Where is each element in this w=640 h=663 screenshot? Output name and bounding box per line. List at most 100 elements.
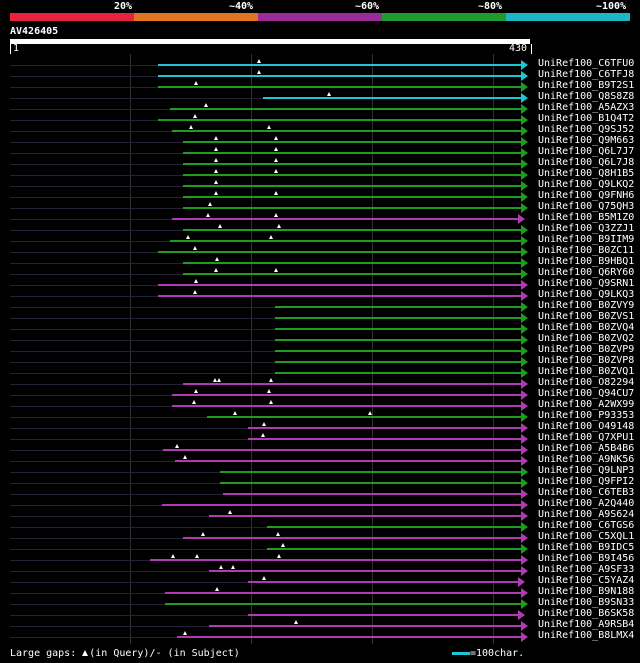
hit-alignment-bar[interactable] (183, 174, 522, 176)
hit-alignment-bar[interactable] (209, 570, 522, 572)
hit-name-link[interactable]: UniRef100_Q8S8Z8 (538, 91, 635, 102)
hit-name-link[interactable]: UniRef100_C6TEB3 (538, 487, 635, 498)
hit-alignment-bar[interactable] (248, 581, 519, 583)
hit-name-link[interactable]: UniRef100_B9N188 (538, 586, 635, 597)
hit-name-link[interactable]: UniRef100_B9T2S1 (538, 80, 635, 91)
hit-name-link[interactable]: UniRef100_O49148 (538, 421, 635, 432)
hit-alignment-bar[interactable] (183, 383, 522, 385)
hit-name-link[interactable]: UniRef100_B5M1Z0 (538, 212, 635, 223)
hit-name-link[interactable]: UniRef100_C6TGS6 (538, 520, 635, 531)
hit-name-link[interactable]: UniRef100_C6TFU0 (538, 58, 635, 69)
hit-name-link[interactable]: UniRef100_Q9M663 (538, 135, 635, 146)
hit-alignment-bar[interactable] (183, 141, 522, 143)
hit-alignment-bar[interactable] (172, 130, 522, 132)
hit-alignment-bar[interactable] (175, 460, 522, 462)
hit-name-link[interactable]: UniRef100_Q6L7J7 (538, 146, 635, 157)
hit-alignment-bar[interactable] (209, 625, 522, 627)
hit-name-link[interactable]: UniRef100_Q8H1B5 (538, 168, 635, 179)
hit-name-link[interactable]: UniRef100_Q9FPI2 (538, 476, 635, 487)
hit-name-link[interactable]: UniRef100_Q75QH3 (538, 201, 635, 212)
hit-alignment-bar[interactable] (183, 229, 522, 231)
hit-name-link[interactable]: UniRef100_Q9LNP3 (538, 465, 635, 476)
hit-alignment-bar[interactable] (165, 592, 522, 594)
hit-name-link[interactable]: UniRef100_Q9LKQ2 (538, 179, 635, 190)
hit-alignment-bar[interactable] (267, 548, 522, 550)
hit-name-link[interactable]: UniRef100_Q6RY60 (538, 267, 635, 278)
hit-alignment-bar[interactable] (183, 163, 522, 165)
hit-name-link[interactable]: UniRef100_A9RSB4 (538, 619, 635, 630)
hit-name-link[interactable]: UniRef100_Q9FNH6 (538, 190, 635, 201)
hit-alignment-bar[interactable] (170, 240, 522, 242)
hit-name-link[interactable]: UniRef100_B6SK58 (538, 608, 635, 619)
hit-name-link[interactable]: UniRef100_B0ZVQ1 (538, 366, 635, 377)
hit-alignment-bar[interactable] (158, 86, 522, 88)
hit-name-link[interactable]: UniRef100_B0ZVP9 (538, 344, 635, 355)
hit-alignment-bar[interactable] (172, 394, 522, 396)
hit-name-link[interactable]: UniRef100_B0ZVQ2 (538, 333, 635, 344)
hit-name-link[interactable]: UniRef100_C6TFJ8 (538, 69, 635, 80)
hit-alignment-bar[interactable] (150, 559, 522, 561)
hit-name-link[interactable]: UniRef100_B0ZVS1 (538, 311, 635, 322)
hit-name-link[interactable]: UniRef100_Q94CU7 (538, 388, 635, 399)
hit-name-link[interactable]: UniRef100_B9HBQ1 (538, 256, 635, 267)
hit-alignment-bar[interactable] (248, 438, 522, 440)
hit-alignment-bar[interactable] (275, 306, 522, 308)
hit-name-link[interactable]: UniRef100_C5YAZ4 (538, 575, 635, 586)
hit-name-link[interactable]: UniRef100_B8LMX4 (538, 630, 635, 641)
hit-alignment-bar[interactable] (275, 328, 522, 330)
hit-alignment-bar[interactable] (263, 97, 522, 99)
hit-name-link[interactable]: UniRef100_P93353 (538, 410, 635, 421)
hit-name-link[interactable]: UniRef100_A9S624 (538, 509, 635, 520)
hit-name-link[interactable]: UniRef100_A9SF33 (538, 564, 635, 575)
hit-alignment-bar[interactable] (183, 262, 522, 264)
hit-name-link[interactable]: UniRef100_B0ZC11 (538, 245, 635, 256)
hit-alignment-bar[interactable] (275, 317, 522, 319)
hit-alignment-bar[interactable] (183, 207, 522, 209)
hit-alignment-bar[interactable] (158, 295, 522, 297)
hit-name-link[interactable]: UniRef100_A2WX99 (538, 399, 635, 410)
hit-alignment-bar[interactable] (158, 284, 522, 286)
hit-name-link[interactable]: UniRef100_B0ZVQ4 (538, 322, 635, 333)
hit-name-link[interactable]: UniRef100_Q6L7J8 (538, 157, 635, 168)
hit-name-link[interactable]: UniRef100_B9IDC5 (538, 542, 635, 553)
hit-alignment-bar[interactable] (275, 350, 522, 352)
hit-name-link[interactable]: UniRef100_C5XQL1 (538, 531, 635, 542)
hit-name-link[interactable]: UniRef100_B0ZVP8 (538, 355, 635, 366)
hit-name-link[interactable]: UniRef100_Q9SRN1 (538, 278, 635, 289)
hit-name-link[interactable]: UniRef100_Q9LKQ3 (538, 289, 635, 300)
hit-alignment-bar[interactable] (172, 405, 522, 407)
hit-alignment-bar[interactable] (248, 614, 519, 616)
hit-alignment-bar[interactable] (170, 108, 522, 110)
hit-name-link[interactable]: UniRef100_Q9SJ52 (538, 124, 635, 135)
hit-name-link[interactable]: UniRef100_B1Q4T2 (538, 113, 635, 124)
hit-name-link[interactable]: UniRef100_Q3ZZJ1 (538, 223, 635, 234)
hit-name-link[interactable]: UniRef100_O82294 (538, 377, 635, 388)
hit-alignment-bar[interactable] (220, 471, 522, 473)
hit-name-link[interactable]: UniRef100_B9IIM9 (538, 234, 635, 245)
hit-alignment-bar[interactable] (158, 119, 522, 121)
hit-alignment-bar[interactable] (183, 537, 522, 539)
hit-alignment-bar[interactable] (209, 515, 522, 517)
hit-alignment-bar[interactable] (248, 427, 522, 429)
hit-name-link[interactable]: UniRef100_B9SN33 (538, 597, 635, 608)
hit-alignment-bar[interactable] (165, 603, 522, 605)
hit-alignment-bar[interactable] (183, 273, 522, 275)
hit-name-link[interactable]: UniRef100_Q7XPU1 (538, 432, 635, 443)
hit-alignment-bar[interactable] (158, 75, 522, 77)
hit-alignment-bar[interactable] (275, 361, 522, 363)
hit-alignment-bar[interactable] (223, 493, 522, 495)
hit-alignment-bar[interactable] (177, 636, 522, 638)
hit-alignment-bar[interactable] (183, 196, 522, 198)
hit-name-link[interactable]: UniRef100_A2Q440 (538, 498, 635, 509)
hit-alignment-bar[interactable] (183, 152, 522, 154)
hit-alignment-bar[interactable] (162, 504, 522, 506)
hit-name-link[interactable]: UniRef100_A5AZX3 (538, 102, 635, 113)
hit-alignment-bar[interactable] (183, 185, 522, 187)
hit-alignment-bar[interactable] (207, 416, 522, 418)
hit-alignment-bar[interactable] (220, 482, 522, 484)
hit-alignment-bar[interactable] (172, 218, 519, 220)
hit-name-link[interactable]: UniRef100_B9I456 (538, 553, 635, 564)
hit-alignment-bar[interactable] (275, 372, 522, 374)
hit-name-link[interactable]: UniRef100_A5B4B6 (538, 443, 635, 454)
hit-name-link[interactable]: UniRef100_B0ZVY9 (538, 300, 635, 311)
